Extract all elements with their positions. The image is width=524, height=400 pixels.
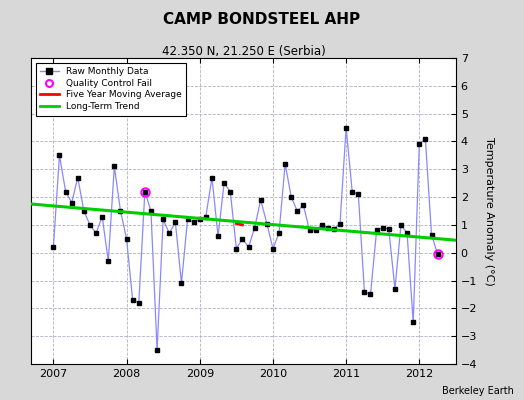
Text: Berkeley Earth: Berkeley Earth bbox=[442, 386, 514, 396]
Y-axis label: Temperature Anomaly (°C): Temperature Anomaly (°C) bbox=[484, 137, 494, 285]
Title: 42.350 N, 21.250 E (Serbia): 42.350 N, 21.250 E (Serbia) bbox=[162, 45, 325, 58]
Legend: Raw Monthly Data, Quality Control Fail, Five Year Moving Average, Long-Term Tren: Raw Monthly Data, Quality Control Fail, … bbox=[36, 62, 186, 116]
Text: CAMP BONDSTEEL AHP: CAMP BONDSTEEL AHP bbox=[163, 12, 361, 27]
